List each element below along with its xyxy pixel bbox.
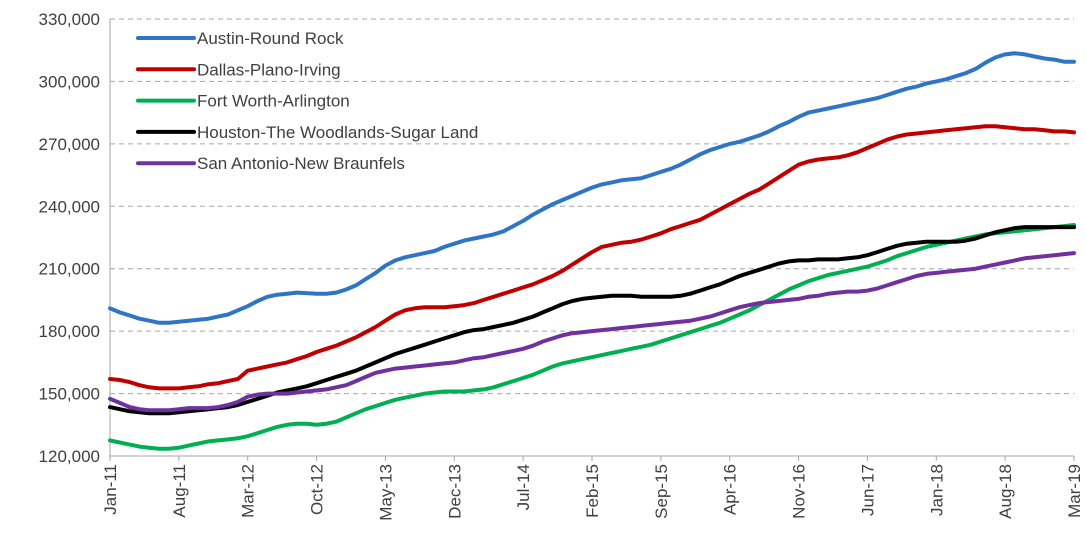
x-tick-label: Aug-11 — [170, 464, 189, 518]
x-tick-label: Mar-12 — [239, 464, 258, 518]
series-line — [108, 51, 1076, 325]
y-tick-label: 270,000 — [39, 135, 100, 154]
x-tick-label: Jul-14 — [514, 464, 533, 510]
x-tick-label: Dec-13 — [445, 464, 464, 519]
x-tick-label: May-13 — [376, 464, 395, 521]
x-tick-label: Nov-16 — [790, 464, 809, 519]
x-tick-label: Sep-15 — [652, 464, 671, 519]
y-tick-label: 180,000 — [39, 322, 100, 341]
legend-label: Fort Worth-Arlington — [197, 92, 350, 111]
x-tick-label: Oct-12 — [308, 464, 327, 515]
x-tick-label: Feb-15 — [583, 464, 602, 518]
x-tick-label: Aug-18 — [996, 464, 1015, 519]
legend-label: Houston-The Woodlands-Sugar Land — [197, 123, 478, 142]
series-line — [108, 225, 1076, 416]
y-tick-label: 240,000 — [39, 197, 100, 216]
legend-label: Austin-Round Rock — [197, 29, 344, 48]
x-tick-label: Apr-16 — [721, 464, 740, 515]
series-line — [108, 251, 1076, 413]
x-tick-label: Mar-19 — [1065, 464, 1084, 518]
x-tick-label: Jan-18 — [927, 464, 946, 516]
y-tick-label: 150,000 — [39, 385, 100, 404]
x-tick-label: Jun-17 — [858, 464, 877, 516]
y-tick-label: 330,000 — [39, 10, 100, 29]
y-tick-label: 210,000 — [39, 260, 100, 279]
x-tick-label: Jan-11 — [101, 464, 120, 515]
series-line — [108, 223, 1076, 451]
series-line — [108, 124, 1076, 391]
y-tick-label: 300,000 — [39, 72, 100, 91]
legend-label: San Antonio-New Braunfels — [197, 154, 405, 173]
y-tick-label: 120,000 — [39, 447, 100, 466]
legend-label: Dallas-Plano-Irving — [197, 60, 341, 79]
